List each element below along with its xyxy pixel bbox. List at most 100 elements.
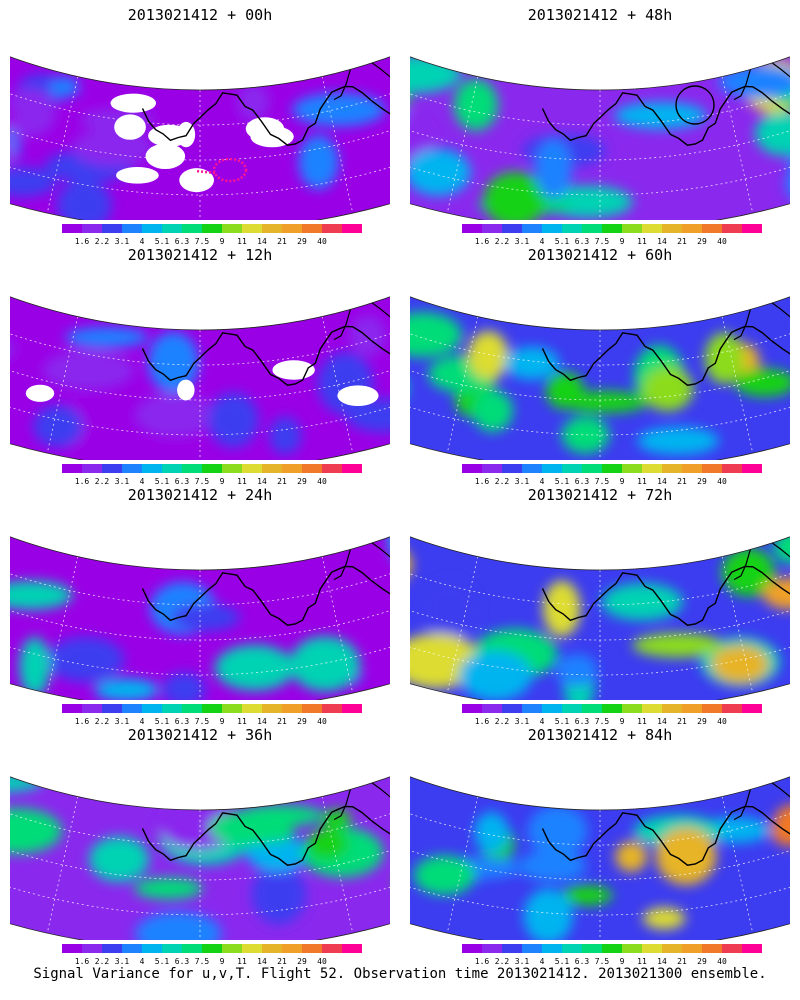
colorbar-label: 21 (677, 717, 687, 726)
colorbar-label: 7.5 (195, 717, 210, 726)
colorbar-label: 5.1 (555, 477, 570, 486)
colorbar-swatch (722, 224, 743, 233)
panel-title: 2013021412 + 36h (127, 726, 273, 744)
variance-blob (19, 637, 50, 697)
map-panel (10, 750, 390, 940)
colorbar-label: 11 (237, 237, 247, 246)
colorbar-label: 7.5 (195, 237, 210, 246)
colorbar: 1.6 2.2 3.1 4 5.1 6.3 7.5 9 11 14 21 29 40 (62, 944, 362, 966)
colorbar-label: 14 (657, 237, 667, 246)
colorbar-label: 1.6 (75, 957, 90, 966)
colorbar-swatch (702, 464, 723, 473)
coastline (541, 510, 790, 626)
colorbar-swatch (342, 464, 362, 473)
panel-title: 2013021412 + 84h (527, 726, 673, 744)
missing-data-region (177, 379, 195, 401)
colorbar-swatch (182, 704, 203, 713)
variance-blob (321, 809, 352, 830)
colorbar-swatch (562, 224, 583, 233)
colorbar-label: 6.3 (175, 477, 190, 486)
colorbar-swatch (222, 224, 243, 233)
colorbar-swatch (502, 944, 523, 953)
colorbar-swatch (162, 464, 183, 473)
colorbar-label: 3.1 (515, 477, 530, 486)
colorbar-swatch (82, 224, 103, 233)
colorbar-swatch (162, 704, 183, 713)
colorbar-swatch (322, 464, 343, 473)
colorbar-label: 6.3 (575, 237, 590, 246)
colorbar-swatch (142, 224, 163, 233)
variance-blob (251, 864, 307, 925)
missing-data-region (145, 143, 186, 170)
colorbar-label: 6.3 (175, 957, 190, 966)
colorbar-swatch (562, 464, 583, 473)
colorbar-swatch (742, 224, 762, 233)
colorbar-swatch (242, 464, 263, 473)
colorbar-label: 11 (637, 477, 647, 486)
colorbar-label: 4 (140, 717, 145, 726)
colorbar-swatch (602, 224, 623, 233)
colorbar-swatch (522, 704, 543, 713)
colorbar-swatch (302, 944, 323, 953)
panel-title: 2013021412 + 00h (127, 6, 273, 24)
colorbar-swatch (322, 944, 343, 953)
variance-blob (292, 92, 386, 127)
colorbar-swatch (122, 944, 143, 953)
colorbar-swatch (102, 464, 123, 473)
missing-data-region (114, 114, 146, 140)
colorbar-swatch (482, 464, 503, 473)
flight-track (212, 157, 248, 183)
variance-blob (655, 827, 717, 886)
colorbar-swatch (142, 944, 163, 953)
colorbar-swatch (282, 464, 303, 473)
colorbar-label: 1.6 (475, 957, 490, 966)
colorbar-label: 11 (637, 237, 647, 246)
variance-blob (632, 633, 723, 658)
colorbar-swatch (682, 224, 703, 233)
colorbar-swatch (602, 944, 623, 953)
variance-blob (543, 185, 633, 218)
colorbar: 1.6 2.2 3.1 4 5.1 6.3 7.5 9 11 14 21 29 40 (62, 224, 362, 246)
variance-blob (298, 135, 339, 190)
colorbar-swatch (642, 224, 663, 233)
panel-title: 2013021412 + 48h (527, 6, 673, 24)
colorbar-label: 4 (140, 957, 145, 966)
colorbar-swatch (282, 224, 303, 233)
variance-blob (542, 580, 581, 637)
colorbar-swatch (642, 464, 663, 473)
colorbar: 1.6 2.2 3.1 4 5.1 6.3 7.5 9 11 14 21 29 40 (462, 704, 762, 726)
colorbar-label: 2.2 (495, 477, 510, 486)
variance-blob (545, 371, 585, 410)
colorbar-swatch (522, 224, 543, 233)
colorbar-swatch (82, 464, 103, 473)
colorbar-swatch (662, 944, 683, 953)
colorbar-label: 29 (697, 477, 707, 486)
colorbar-swatch (62, 224, 83, 233)
colorbar-label: 1.6 (75, 237, 90, 246)
colorbar-swatch (682, 464, 703, 473)
colorbar-label: 11 (237, 717, 247, 726)
colorbar: 1.6 2.2 3.1 4 5.1 6.3 7.5 9 11 14 21 29 40 (62, 464, 362, 486)
colorbar-label: 40 (717, 717, 727, 726)
colorbar-swatch (482, 944, 503, 953)
colorbar-swatch (202, 464, 223, 473)
colorbar-label: 6.3 (575, 477, 590, 486)
variance-blob (642, 366, 694, 412)
colorbar-label: 40 (717, 957, 727, 966)
colorbar-label: 7.5 (595, 717, 610, 726)
variance-blob (410, 633, 482, 689)
colorbar-label: 14 (657, 477, 667, 486)
colorbar-swatch (122, 704, 143, 713)
colorbar-swatch (342, 944, 362, 953)
variance-blob (423, 579, 478, 640)
colorbar-swatch (242, 224, 263, 233)
colorbar-label: 5.1 (555, 717, 570, 726)
colorbar-swatch (182, 464, 203, 473)
colorbar-swatch (142, 464, 163, 473)
variance-blob (755, 111, 790, 156)
colorbar-swatch (222, 944, 243, 953)
colorbar-swatch (662, 464, 683, 473)
colorbar-label: 2.2 (495, 237, 510, 246)
colorbar-label: 9 (220, 477, 225, 486)
